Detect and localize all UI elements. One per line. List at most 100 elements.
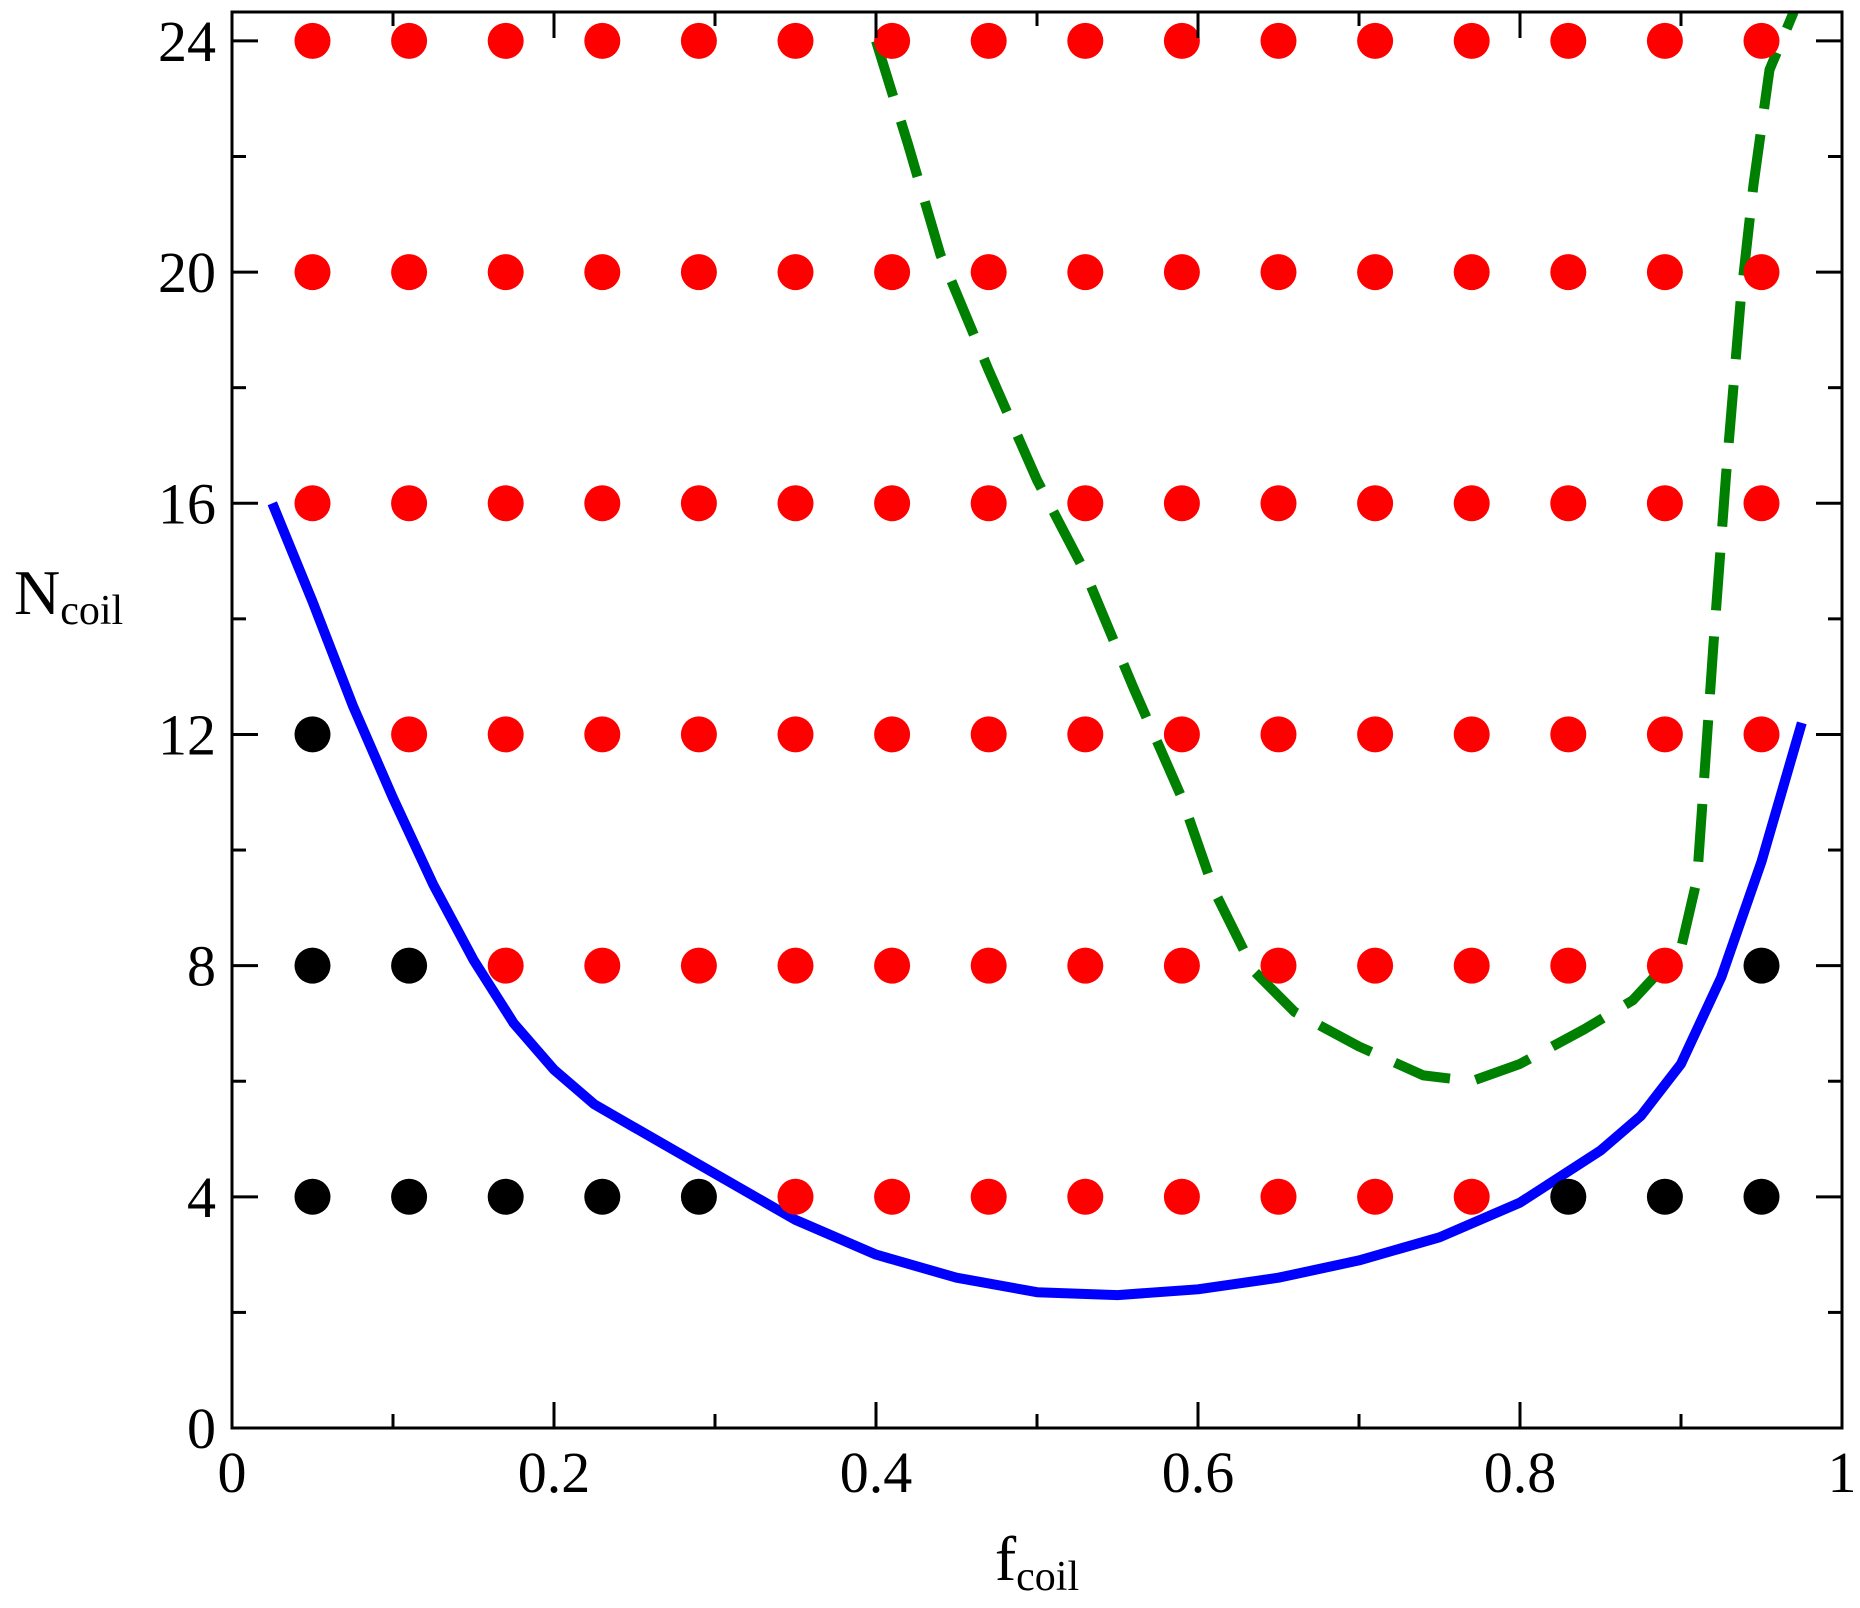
red-data-point xyxy=(391,254,428,291)
red-data-point xyxy=(584,716,621,753)
red-data-point xyxy=(970,947,1007,984)
red-data-point xyxy=(1260,716,1297,753)
x-tick-label: 0.4 xyxy=(840,1440,913,1505)
red-data-point xyxy=(680,22,717,59)
red-data-point xyxy=(1453,485,1490,522)
red-data-point xyxy=(777,716,814,753)
black-data-point xyxy=(680,1178,717,1215)
y-axis-label: Ncoil xyxy=(14,557,123,634)
black-data-point xyxy=(294,947,331,984)
red-data-point xyxy=(1163,716,1200,753)
red-data-point xyxy=(1453,947,1490,984)
x-tick-label: 0.2 xyxy=(518,1440,591,1505)
x-axis-label: fcoil xyxy=(995,1523,1079,1600)
red-data-point xyxy=(680,485,717,522)
red-data-point xyxy=(874,485,911,522)
red-data-point xyxy=(391,485,428,522)
red-data-point xyxy=(1743,254,1780,291)
red-data-point xyxy=(1260,22,1297,59)
red-data-point xyxy=(970,485,1007,522)
plot-frame xyxy=(230,10,1844,1430)
red-data-point xyxy=(1163,1178,1200,1215)
red-data-point xyxy=(1646,716,1683,753)
red-data-point xyxy=(1357,1178,1394,1215)
y-tick-label: 20 xyxy=(158,240,216,305)
red-data-point xyxy=(1067,716,1104,753)
red-data-point xyxy=(970,1178,1007,1215)
red-data-point xyxy=(391,22,428,59)
red-data-point xyxy=(874,22,911,59)
red-data-point xyxy=(487,947,524,984)
red-data-point xyxy=(970,254,1007,291)
black-data-point xyxy=(294,1178,331,1215)
red-data-point xyxy=(680,716,717,753)
red-data-point xyxy=(1453,716,1490,753)
red-data-point xyxy=(777,22,814,59)
red-data-point xyxy=(487,22,524,59)
red-data-point xyxy=(584,485,621,522)
red-data-point xyxy=(1646,485,1683,522)
red-data-point xyxy=(391,716,428,753)
red-data-point xyxy=(1357,947,1394,984)
black-data-point xyxy=(294,716,331,753)
y-tick-label: 4 xyxy=(187,1165,216,1230)
red-data-point xyxy=(1163,22,1200,59)
black-data-point xyxy=(391,947,428,984)
red-data-point xyxy=(1743,22,1780,59)
y-tick-label: 0 xyxy=(187,1396,216,1461)
red-data-point xyxy=(1646,22,1683,59)
blue-line-series xyxy=(267,501,1807,1301)
red-data-point xyxy=(1453,1178,1490,1215)
red-data-point xyxy=(487,485,524,522)
black-data-point xyxy=(1743,1178,1780,1215)
red-data-point xyxy=(777,947,814,984)
red-data-point xyxy=(1163,947,1200,984)
red-data-point xyxy=(1357,22,1394,59)
black-data-point xyxy=(1646,1178,1683,1215)
plot-series xyxy=(267,10,1807,1301)
red-data-point xyxy=(680,254,717,291)
tick-labels: 0 0.2 0.4 0.6 0.8 1 0 4 8 12 16 20 24 xyxy=(158,9,1857,1505)
red-data-point xyxy=(1550,485,1587,522)
red-data-point xyxy=(584,254,621,291)
red-data-point xyxy=(1357,485,1394,522)
green-line-series xyxy=(871,10,1799,1087)
x-tick-label: 0.6 xyxy=(1162,1440,1235,1505)
red-data-point xyxy=(1550,254,1587,291)
red-data-point xyxy=(1163,485,1200,522)
red-data-point xyxy=(1646,947,1683,984)
black-data-point xyxy=(584,1178,621,1215)
black-data-point xyxy=(487,1178,524,1215)
red-data-point xyxy=(1067,1178,1104,1215)
x-tick-label: 0 xyxy=(218,1440,247,1505)
black-data-point xyxy=(1743,947,1780,984)
red-data-point xyxy=(1067,22,1104,59)
y-tick-label: 16 xyxy=(158,471,216,536)
red-data-point xyxy=(1260,254,1297,291)
axis-ticks xyxy=(230,12,1844,1430)
red-data-point xyxy=(1067,254,1104,291)
red-data-point xyxy=(777,485,814,522)
red-data-point xyxy=(874,1178,911,1215)
red-data-point xyxy=(1067,947,1104,984)
red-data-point xyxy=(487,716,524,753)
y-tick-label: 24 xyxy=(158,9,216,74)
red-data-point xyxy=(874,716,911,753)
red-data-point xyxy=(1646,254,1683,291)
red-data-point xyxy=(777,1178,814,1215)
red-data-point xyxy=(294,485,331,522)
red-data-point xyxy=(970,716,1007,753)
x-tick-label: 0.8 xyxy=(1484,1440,1557,1505)
red-data-point xyxy=(487,254,524,291)
red-data-point xyxy=(1357,254,1394,291)
black-data-point xyxy=(391,1178,428,1215)
red-data-point xyxy=(970,22,1007,59)
y-tick-label: 8 xyxy=(187,934,216,999)
red-data-point xyxy=(1357,716,1394,753)
red-data-point xyxy=(1550,947,1587,984)
red-data-point xyxy=(1260,947,1297,984)
red-data-point xyxy=(294,254,331,291)
red-data-point xyxy=(1550,716,1587,753)
red-data-point xyxy=(874,254,911,291)
